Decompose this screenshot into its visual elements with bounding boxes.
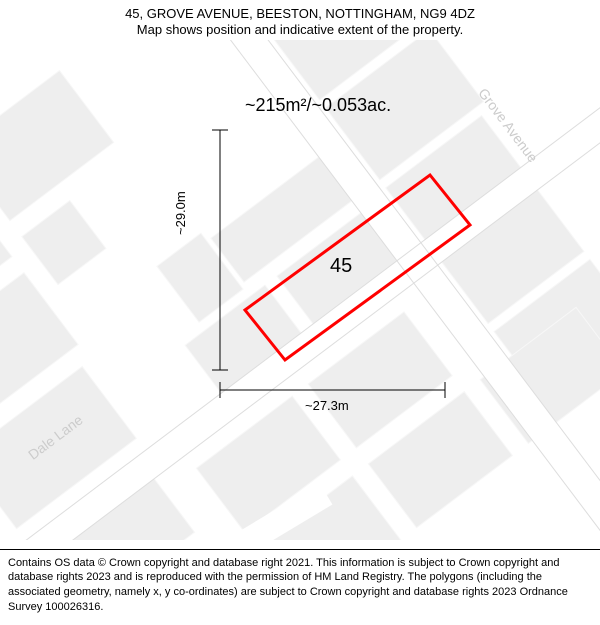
plot-number-label: 45: [330, 255, 352, 278]
page-subtitle: Map shows position and indicative extent…: [0, 22, 600, 37]
height-dimension-label: ~29.0m: [173, 191, 188, 235]
copyright-footer: Contains OS data © Crown copyright and d…: [0, 549, 600, 625]
area-label: ~215m²/~0.053ac.: [245, 95, 391, 116]
width-dimension-label: ~27.3m: [305, 398, 349, 413]
map-container: ~215m²/~0.053ac. ~29.0m ~27.3m 45 Grove …: [0, 40, 600, 540]
page-title: 45, GROVE AVENUE, BEESTON, NOTTINGHAM, N…: [0, 6, 600, 21]
